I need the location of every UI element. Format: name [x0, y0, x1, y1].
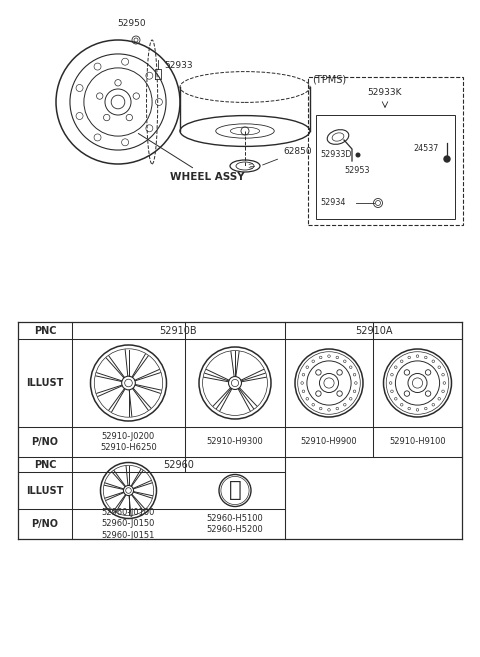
- Text: 52910A: 52910A: [355, 325, 392, 336]
- Text: 52910-J0200
52910-H6250: 52910-J0200 52910-H6250: [100, 432, 157, 452]
- Text: 52910-H9300: 52910-H9300: [206, 438, 264, 447]
- Circle shape: [356, 153, 360, 157]
- Text: 62850: 62850: [263, 147, 312, 165]
- Text: 52960-H5100
52960-H5200: 52960-H5100 52960-H5200: [206, 514, 264, 534]
- Text: 52933D: 52933D: [320, 150, 351, 159]
- Text: 52953: 52953: [344, 166, 370, 175]
- Text: PNC: PNC: [34, 459, 56, 470]
- Text: 52960: 52960: [163, 459, 194, 470]
- Text: 52950: 52950: [118, 19, 146, 28]
- Text: P/NO: P/NO: [32, 437, 59, 447]
- Text: 52960-J0100
52960-J0150
52960-J0151: 52960-J0100 52960-J0150 52960-J0151: [102, 508, 155, 540]
- Text: 52910B: 52910B: [160, 325, 197, 336]
- Text: PNC: PNC: [34, 325, 56, 336]
- Text: 52934: 52934: [320, 198, 346, 207]
- Text: ℋ: ℋ: [228, 481, 241, 500]
- Text: WHEEL ASSY: WHEEL ASSY: [138, 133, 245, 182]
- Text: ILLUST: ILLUST: [26, 378, 64, 388]
- Text: 52910-H9900: 52910-H9900: [300, 438, 357, 447]
- Text: ILLUST: ILLUST: [26, 486, 64, 495]
- Text: 24537: 24537: [413, 144, 438, 153]
- Text: P/NO: P/NO: [32, 519, 59, 529]
- Text: 52933K: 52933K: [368, 88, 402, 97]
- Circle shape: [444, 156, 450, 162]
- Text: 52933: 52933: [164, 62, 192, 70]
- Text: (TPMS): (TPMS): [312, 75, 346, 85]
- Text: 52910-H9100: 52910-H9100: [389, 438, 446, 447]
